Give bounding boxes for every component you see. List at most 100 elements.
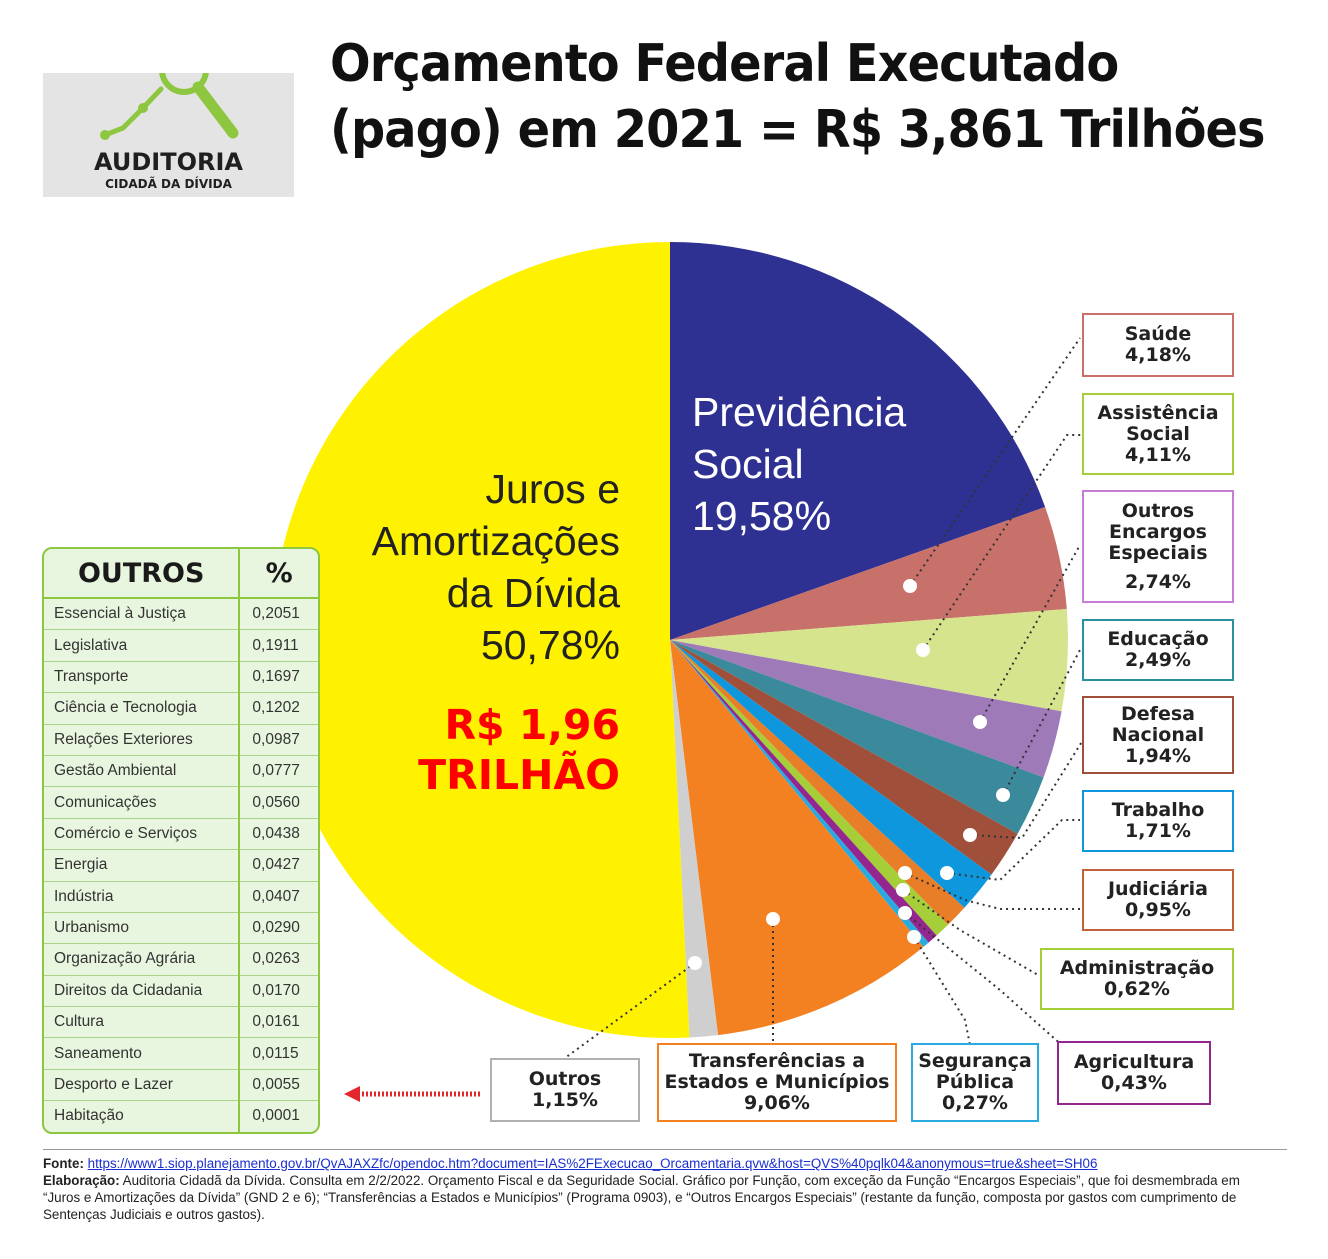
table-row: Saneamento 0,0115	[44, 1037, 318, 1070]
logo: AUDITORIA CIDADÃ DA DÍVIDA	[43, 73, 294, 197]
pie-slice-3	[670, 640, 1062, 778]
outros-table-header-name: OUTROS	[44, 549, 241, 599]
callout-saude-label: Saúde	[1124, 323, 1192, 345]
table-cell-pct: 0,1202	[239, 692, 318, 725]
table-cell-name: Habitação	[44, 1100, 241, 1132]
callout-agricultura: Agricultura 0,43%	[1057, 1041, 1211, 1105]
pie-slice-6	[670, 640, 992, 908]
table-row: Essencial à Justiça 0,2051	[44, 598, 318, 630]
arrow-left-icon	[344, 1086, 482, 1102]
table-row: Comunicações 0,0560	[44, 786, 318, 819]
table-cell-name: Comunicações	[44, 786, 241, 819]
table-cell-name: Essencial à Justiça	[44, 598, 241, 630]
callout-assistencia-line1: Assistência	[1097, 401, 1219, 424]
table-cell-pct: 0,0170	[239, 974, 318, 1007]
footer-source-label: Fonte:	[43, 1156, 84, 1171]
outros-table: OUTROS % Essencial à Justiça 0,2051 Legisl…	[42, 547, 320, 1134]
callout-agricultura-value: 0,43%	[1101, 1072, 1167, 1094]
callout-educacao-label: Educação	[1107, 628, 1209, 650]
callout-encargos: Outros Encargos Especiais 2,74%	[1082, 490, 1234, 603]
footer-divider	[43, 1149, 1287, 1150]
logo-subtitle: CIDADÃ DA DÍVIDA	[105, 177, 232, 191]
table-cell-name: Gestão Ambiental	[44, 754, 241, 787]
footer: Fonte: https://www1.siop.planejamento.go…	[43, 1155, 1258, 1223]
table-row: Cultura 0,0161	[44, 1006, 318, 1038]
table-row: Organização Agrária 0,0263	[44, 943, 318, 976]
callout-seguranca: Segurança Pública 0,27%	[911, 1043, 1039, 1122]
logo-title: AUDITORIA	[94, 148, 243, 176]
table-row: Relações Exteriores 0,0987	[44, 723, 318, 756]
table-row: Ciência e Tecnologia 0,1202	[44, 692, 318, 725]
callout-defesa-line2: Nacional	[1111, 723, 1205, 746]
callout-encargos-line2: Encargos	[1109, 520, 1207, 543]
label-previdencia: Previdência Social 19,58%	[692, 386, 906, 542]
table-cell-pct: 0,1911	[239, 629, 318, 662]
callout-encargos-line1: Outros	[1121, 499, 1195, 522]
label-juros-line1: Juros e	[485, 466, 620, 512]
callout-transferencias-line2: Estados e Municípios	[664, 1071, 890, 1093]
label-juros-amount: R$ 1,96 TRILHÃO	[320, 700, 620, 800]
label-previdencia-line2: Social	[692, 441, 804, 487]
callout-judiciaria-label: Judiciária	[1107, 878, 1208, 900]
pie-slice-9	[670, 640, 937, 943]
table-row: Direitos da Cidadania 0,0170	[44, 974, 318, 1007]
table-row: Desporto e Lazer 0,0055	[44, 1068, 318, 1101]
callout-transferencias: Transferências a Estados e Municípios 9,…	[657, 1043, 897, 1122]
label-juros-amount-line1: R$ 1,96	[444, 701, 620, 749]
leader-seguranca	[913, 936, 971, 1046]
table-cell-pct: 0,0560	[239, 786, 318, 819]
table-cell-pct: 0,0987	[239, 723, 318, 756]
label-previdencia-value: 19,58%	[692, 493, 832, 539]
table-row: Comércio e Serviços 0,0438	[44, 817, 318, 850]
pie-slice-0	[670, 242, 1046, 640]
callout-administracao-value: 0,62%	[1104, 978, 1170, 1000]
table-cell-pct: 0,0777	[239, 754, 318, 787]
outros-table-header-pct: %	[239, 549, 318, 599]
callout-encargos-value: 2,74%	[1125, 570, 1191, 593]
table-row: Urbanismo 0,0290	[44, 911, 318, 944]
footer-source-link[interactable]: https://www1.siop.planejamento.gov.br/Qv…	[87, 1156, 1098, 1171]
pie-slice-2	[670, 608, 1068, 712]
magnifier-chart-icon	[100, 73, 239, 140]
table-cell-name: Cultura	[44, 1006, 241, 1038]
table-row: Habitação 0,0001	[44, 1100, 318, 1132]
table-row: Gestão Ambiental 0,0777	[44, 754, 318, 787]
callout-outros-label: Outros	[528, 1068, 602, 1090]
dot-saude	[903, 579, 917, 593]
table-cell-name: Urbanismo	[44, 911, 241, 944]
callout-administracao-label: Administração	[1059, 957, 1215, 979]
dot-administracao	[896, 883, 910, 897]
table-cell-pct: 0,0161	[239, 1006, 318, 1038]
leader-encargos	[979, 544, 1081, 723]
callout-educacao: Educação 2,49%	[1082, 619, 1234, 681]
dot-seguranca	[907, 930, 921, 944]
callout-saude: Saúde 4,18%	[1082, 313, 1234, 377]
label-juros-amount-line2: TRILHÃO	[418, 751, 620, 799]
table-cell-pct: 0,0055	[239, 1068, 318, 1101]
table-cell-name: Ciência e Tecnologia	[44, 692, 241, 725]
leader-trabalho	[946, 819, 1080, 882]
table-cell-pct: 0,0263	[239, 943, 318, 976]
pie-slice-10	[670, 640, 929, 947]
callout-trabalho-value: 1,71%	[1125, 820, 1191, 842]
callout-agricultura-label: Agricultura	[1073, 1051, 1195, 1073]
footer-credit-text: Auditoria Cidadã da Dívida. Consulta em …	[43, 1173, 1240, 1222]
dot-educacao	[996, 788, 1010, 802]
footer-credit-label: Elaboração:	[43, 1173, 120, 1188]
callout-assistencia-value: 4,11%	[1125, 443, 1191, 466]
dot-trabalho	[940, 866, 954, 880]
callout-outros: Outros 1,15%	[490, 1058, 640, 1122]
table-row: Energia 0,0427	[44, 849, 318, 882]
label-juros: Juros e Amortizações da Dívida 50,78%	[320, 463, 620, 671]
table-cell-name: Organização Agrária	[44, 943, 241, 976]
callout-defesa-line1: Defesa	[1121, 702, 1195, 725]
callout-seguranca-line1: Segurança	[918, 1050, 1032, 1072]
callout-defesa: Defesa Nacional 1,94%	[1082, 696, 1234, 774]
table-cell-pct: 0,0001	[239, 1100, 318, 1132]
callout-transferencias-line1: Transferências a	[688, 1050, 866, 1072]
table-cell-name: Legislativa	[44, 629, 241, 662]
dot-assistencia	[916, 643, 930, 657]
table-row: Legislativa 0,1911	[44, 629, 318, 662]
pie-slice-11	[670, 640, 924, 1036]
